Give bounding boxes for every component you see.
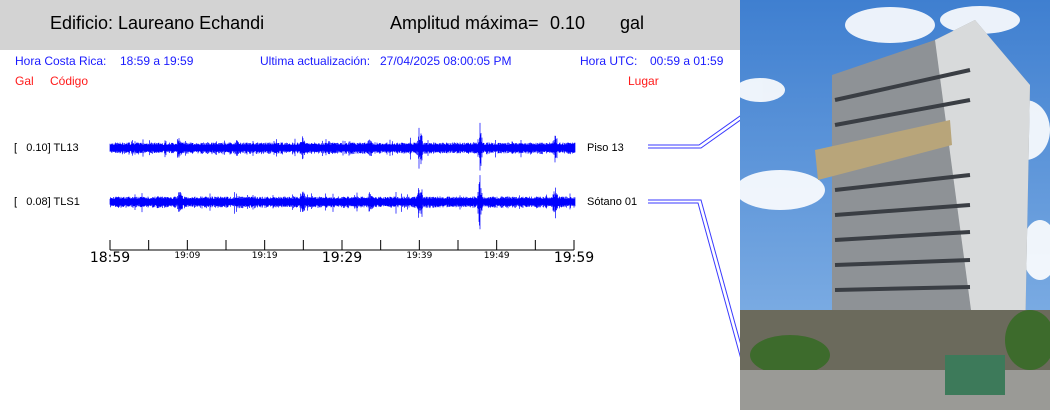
building-title: Edificio: Laureano Echandi bbox=[50, 13, 265, 33]
amplitude-label: Amplitud máxima= bbox=[390, 13, 539, 33]
tick-label: 19:59 bbox=[554, 250, 594, 266]
tick-label: 19:09 bbox=[174, 251, 200, 261]
seismogram-plot: 18:59 19:09 19:19 19:29 19:39 19:49 19:59 bbox=[90, 115, 740, 358]
tick-label: 19:49 bbox=[484, 251, 510, 261]
amplitude-value: 0.10 bbox=[550, 13, 586, 33]
trace-tl13 bbox=[109, 122, 576, 171]
local-time-range: 18:59 a 19:59 bbox=[120, 54, 194, 68]
tick-label: 18:59 bbox=[90, 250, 130, 266]
column-code: Código bbox=[50, 74, 89, 88]
time-axis: 18:59 19:09 19:19 19:29 19:39 19:49 19:59 bbox=[90, 240, 594, 266]
channel-label-tls1: [ 0.08] TLS1 bbox=[14, 196, 80, 208]
update-label: Ultima actualización: bbox=[260, 54, 371, 68]
column-place: Lugar bbox=[628, 74, 659, 88]
channel-place-tl13: Piso 13 bbox=[587, 142, 624, 154]
utc-range: 00:59 a 01:59 bbox=[650, 54, 724, 68]
channel-label-tl13: [ 0.10] TL13 bbox=[14, 142, 79, 154]
trace-tls1 bbox=[109, 175, 576, 230]
amplitude-unit: gal bbox=[620, 13, 645, 33]
tick-label: 19:19 bbox=[252, 251, 278, 261]
column-gal: Gal bbox=[15, 74, 34, 88]
local-time-label: Hora Costa Rica: bbox=[15, 54, 107, 68]
tick-label: 19:39 bbox=[406, 251, 432, 261]
connector-lines bbox=[648, 115, 740, 358]
header-bar: Edificio: Laureano Echandi Amplitud máxi… bbox=[0, 0, 740, 50]
update-value: 27/04/2025 08:00:05 PM bbox=[380, 54, 512, 68]
building-photo bbox=[740, 0, 1050, 410]
utc-label: Hora UTC: bbox=[580, 54, 638, 68]
tick-label: 19:29 bbox=[322, 250, 362, 266]
channel-place-tls1: Sótano 01 bbox=[587, 196, 638, 208]
